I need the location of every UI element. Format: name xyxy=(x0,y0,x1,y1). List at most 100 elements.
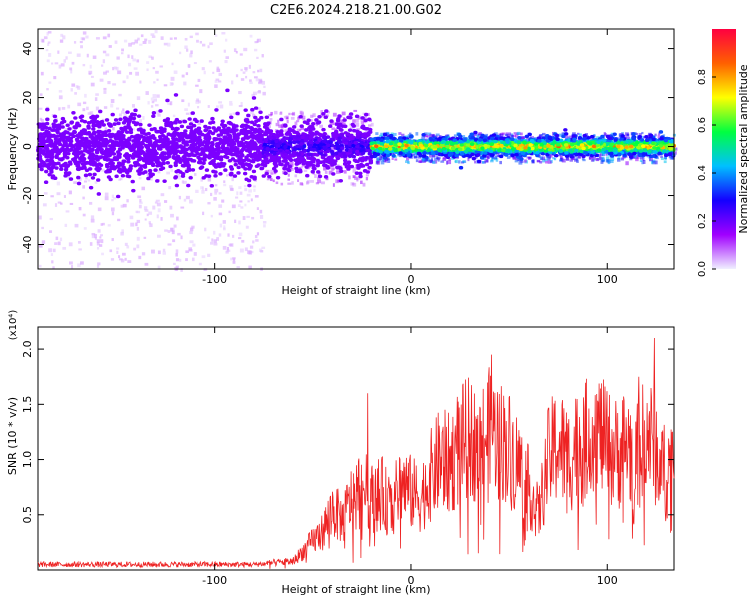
spectrogram-point xyxy=(195,189,199,193)
spectrogram-point xyxy=(187,102,190,107)
spectrogram-point xyxy=(71,110,76,115)
spectrogram-point xyxy=(114,40,118,44)
spectrogram-point xyxy=(175,253,178,257)
spectrogram-point xyxy=(325,149,330,154)
spectrogram-point xyxy=(249,245,254,249)
spectrogram-point xyxy=(43,139,48,144)
spectrogram-point xyxy=(476,159,482,164)
spectrogram-point xyxy=(249,120,255,125)
spectrogram-point xyxy=(233,48,237,52)
spectrogram-point xyxy=(54,145,59,150)
spectrogram-point xyxy=(248,250,252,255)
spectrogram-point xyxy=(186,183,191,188)
spectrogram-point xyxy=(230,143,235,147)
spectrogram-point xyxy=(273,172,277,175)
spectrogram-point xyxy=(249,79,252,82)
spectrogram-point xyxy=(57,50,60,54)
spectrogram-point xyxy=(57,139,62,144)
spectrogram-point xyxy=(244,140,249,145)
spectrogram-point xyxy=(382,158,387,162)
spectrogram-point xyxy=(244,177,249,182)
spectrogram-point xyxy=(115,66,119,71)
spectrogram-point xyxy=(360,120,365,125)
spectrogram-point xyxy=(96,192,102,196)
spectrogram-point xyxy=(473,130,478,135)
spectrogram-point xyxy=(41,135,46,140)
spectrogram-point xyxy=(187,117,192,121)
spectrogram-point xyxy=(203,124,208,129)
spectrogram-point xyxy=(44,154,49,159)
spectrogram-point xyxy=(170,76,175,81)
spectrogram-point xyxy=(257,107,261,111)
spectrogram-point xyxy=(109,151,115,155)
spectrogram-point xyxy=(271,142,275,147)
spectrogram-point xyxy=(321,181,325,185)
spectrogram-point xyxy=(352,182,357,187)
spectrogram-point xyxy=(128,164,134,168)
spectrogram-point xyxy=(118,113,122,117)
spectrogram-point xyxy=(259,115,264,120)
spectrogram-point xyxy=(60,63,65,67)
spectrogram-point xyxy=(56,181,61,186)
spectrogram-point xyxy=(365,148,370,153)
spectrogram-point xyxy=(119,177,123,181)
spectrogram-point xyxy=(218,157,224,162)
spectrogram-point xyxy=(62,119,67,124)
spectrogram-point xyxy=(231,177,234,182)
spectrogram-point xyxy=(105,53,110,57)
spectrogram-point xyxy=(225,88,230,93)
spectrogram-point xyxy=(256,118,261,122)
spectrogram-point xyxy=(249,143,254,148)
spectrogram-point xyxy=(332,112,337,117)
spectrogram-point xyxy=(626,136,630,140)
spectrogram-point xyxy=(77,263,81,268)
spectrogram-point xyxy=(200,178,203,182)
spectrogram-point xyxy=(54,203,58,207)
spectrogram-point xyxy=(127,153,133,158)
spectrogram-point xyxy=(332,168,335,171)
spectrogram-point xyxy=(235,50,238,54)
spectrogram-point xyxy=(342,144,346,148)
spectrogram-point xyxy=(100,151,106,156)
spectrogram-point xyxy=(79,150,84,154)
spectrogram-point xyxy=(117,155,122,159)
spectrogram-point xyxy=(532,159,535,164)
spectrogram-point xyxy=(410,143,415,147)
spectrogram-point xyxy=(455,159,458,164)
spectrogram-point xyxy=(185,195,190,200)
spectrogram-point xyxy=(601,157,605,162)
spectrogram-point xyxy=(236,266,240,269)
spectrogram-point xyxy=(177,176,181,180)
spectrogram-point xyxy=(362,182,366,187)
spectrogram-point xyxy=(250,198,253,202)
spectrogram-point xyxy=(641,135,644,139)
spectrogram-point xyxy=(283,169,287,172)
spectrogram-point xyxy=(268,155,271,159)
spectrogram-point xyxy=(379,134,383,139)
spectrogram-point xyxy=(125,170,130,175)
spectrogram-point xyxy=(323,175,329,179)
spectrogram-point xyxy=(59,167,64,172)
spectrogram-point xyxy=(218,80,222,83)
spectrogram-point xyxy=(195,84,199,87)
spectrogram-point xyxy=(524,134,530,139)
spectrogram-point xyxy=(139,80,142,84)
spectrogram-point xyxy=(145,149,150,153)
spectrogram-point xyxy=(254,164,260,169)
spectrogram-point xyxy=(97,229,101,233)
spectrogram-point xyxy=(244,247,248,252)
spectrogram-point xyxy=(240,123,246,128)
spectrogram-point xyxy=(379,153,382,157)
spectrogram-point xyxy=(68,242,73,247)
spectrogram-point xyxy=(317,174,323,179)
spectrogram-point xyxy=(393,132,397,136)
spectrogram-point xyxy=(241,239,245,243)
spectrogram-point xyxy=(310,169,315,174)
spectrogram-point xyxy=(110,103,114,108)
spectrogram-point xyxy=(88,134,93,139)
spectrogram-point xyxy=(172,114,176,118)
spectrogram-point xyxy=(269,177,273,182)
spectrogram-point xyxy=(45,117,50,122)
spectrogram-point xyxy=(358,171,363,176)
spectrogram-point xyxy=(391,157,394,160)
